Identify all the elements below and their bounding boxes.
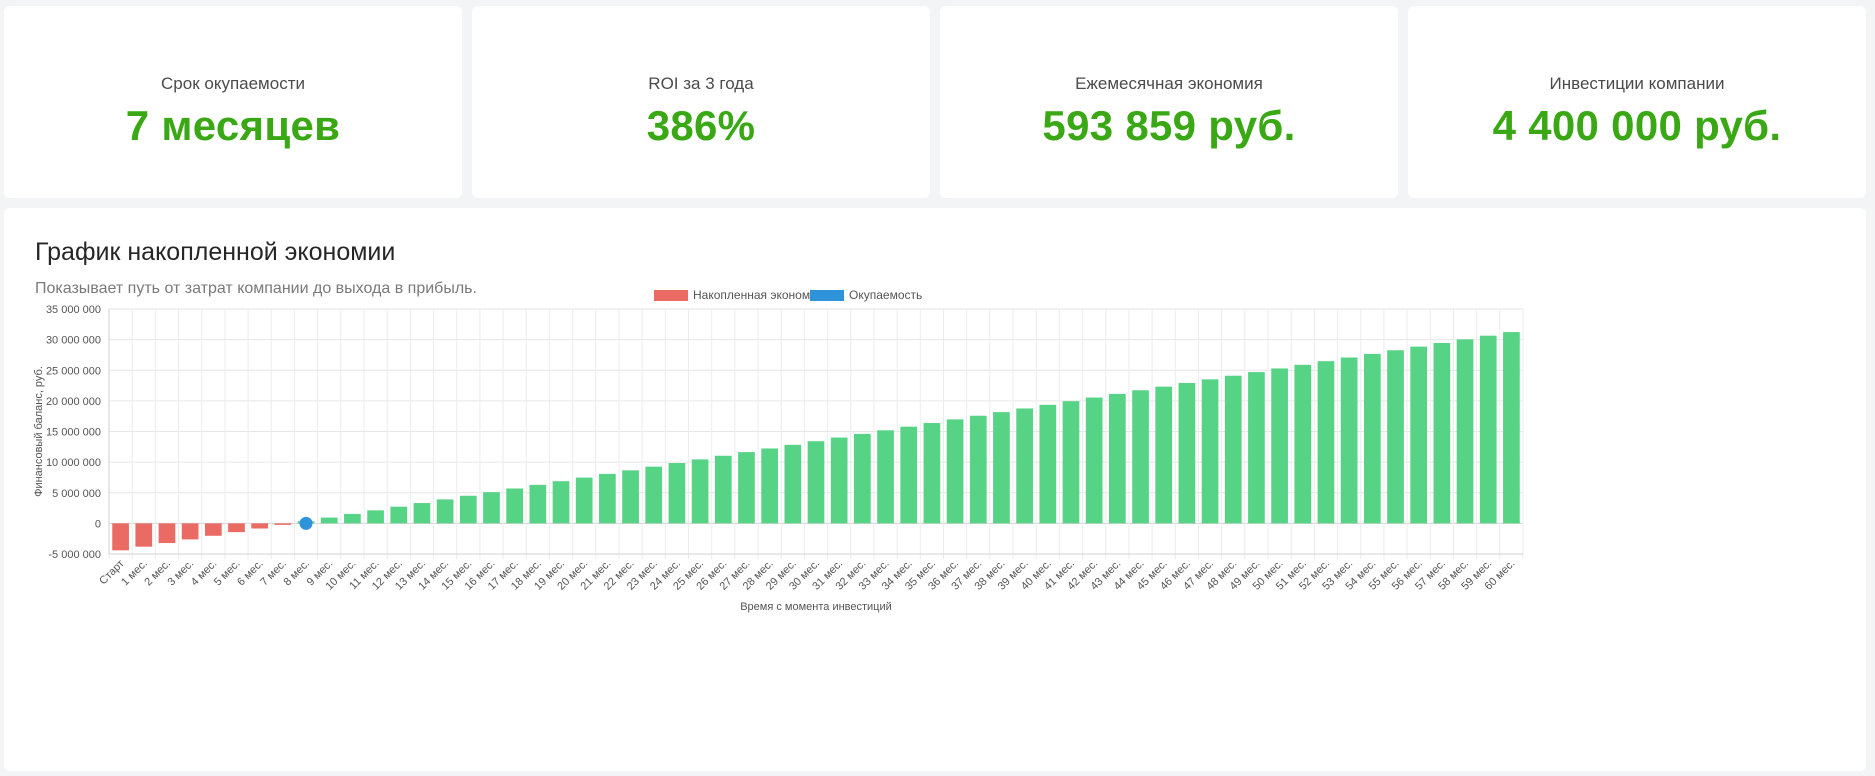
bar (274, 523, 292, 525)
bar (877, 430, 894, 524)
savings-chart: -5 000 000 0 5 000 000 10 000 000 15 000 000… (33, 288, 1524, 613)
kpi-card-payback: Срок окупаемости 7 месяцев (4, 6, 462, 198)
y-axis-title: Финансовый баланс, руб. (33, 366, 45, 497)
bar (575, 477, 593, 524)
bar (1456, 339, 1474, 524)
y-tick-label: 0 (95, 518, 101, 530)
kpi-label: Срок окупаемости (161, 74, 305, 93)
bar (483, 492, 500, 524)
bar (251, 523, 269, 529)
bar (807, 441, 825, 524)
bar (1178, 383, 1196, 524)
bar (1271, 368, 1288, 524)
bar (691, 459, 709, 524)
bar (854, 433, 871, 524)
bar (946, 419, 964, 524)
bar (158, 523, 176, 544)
bar (1317, 361, 1335, 524)
y-tick-label: 35 000 000 (46, 304, 101, 316)
legend-label-savings: Накопленная экономия (693, 288, 823, 302)
bar (320, 517, 338, 524)
bar (1387, 350, 1404, 524)
kpi-value: 4 400 000 руб. (1492, 102, 1782, 149)
bar (969, 415, 987, 524)
bar (1108, 393, 1126, 524)
bar (390, 506, 408, 524)
bar (204, 523, 222, 536)
bar (1016, 408, 1033, 524)
bar (900, 426, 918, 524)
bar (506, 488, 524, 524)
bar (459, 495, 477, 524)
bar (830, 437, 848, 524)
bar (1248, 372, 1265, 524)
bar (645, 466, 663, 524)
bar (1039, 404, 1057, 524)
y-tick-label: -5 000 000 (48, 549, 101, 561)
bar (344, 513, 361, 524)
kpi-value: 386% (646, 102, 756, 149)
bar (1201, 379, 1219, 524)
bar (1503, 332, 1520, 524)
kpi-label: ROI за 3 года (648, 74, 754, 93)
bar (1224, 375, 1242, 524)
bar (714, 455, 732, 524)
bar (1433, 342, 1451, 524)
kpi-value: 7 месяцев (125, 102, 341, 149)
bar (112, 523, 129, 551)
bar (1294, 364, 1312, 524)
chart-subtitle: Показывает путь от затрат компании до вы… (35, 280, 477, 297)
legend-swatch-payback (810, 290, 844, 301)
kpi-card-roi: ROI за 3 года 386% (472, 6, 930, 198)
chart-card: График накопленной экономии Показывает п… (4, 208, 1866, 771)
kpi-label: Инвестиции компании (1549, 74, 1725, 93)
bar (552, 481, 570, 524)
y-tick-label: 10 000 000 (46, 457, 101, 469)
bar (761, 448, 778, 524)
bar (367, 510, 384, 524)
x-axis-title: Время с момента инвестиций (740, 601, 892, 613)
bar (923, 423, 941, 524)
bar (668, 463, 686, 524)
bar (413, 503, 431, 524)
bar (1062, 401, 1080, 524)
y-tick-label: 5 000 000 (52, 488, 101, 500)
bar (529, 484, 547, 524)
bar (135, 523, 153, 547)
bar (993, 412, 1010, 524)
bar (738, 452, 755, 524)
kpi-label: Ежемесячная экономия (1075, 74, 1263, 93)
bar (1410, 346, 1428, 524)
kpi-card-monthly-savings: Ежемесячная экономия 593 859 руб. (940, 6, 1398, 198)
y-tick-label: 25 000 000 (46, 365, 101, 377)
bar (622, 470, 639, 524)
bar (1363, 353, 1381, 524)
chart-title: График накопленной экономии (35, 238, 396, 266)
bar (1085, 397, 1103, 524)
bar (1155, 386, 1173, 524)
y-tick-label: 15 000 000 (46, 427, 101, 439)
kpi-card-investment: Инвестиции компании 4 400 000 руб. (1408, 6, 1866, 198)
payback-point (299, 516, 313, 530)
bar (599, 473, 616, 524)
bar (181, 523, 199, 540)
bar (1340, 357, 1358, 524)
bar (436, 499, 454, 524)
bar (1479, 335, 1497, 524)
bar (1132, 390, 1149, 524)
legend-swatch-savings (654, 290, 688, 301)
bar (784, 444, 802, 524)
legend-label-payback: Окупаемость (849, 288, 922, 302)
kpi-value: 593 859 руб. (1042, 102, 1296, 149)
y-tick-label: 30 000 000 (46, 335, 101, 347)
y-tick-label: 20 000 000 (46, 396, 101, 408)
bar (228, 523, 245, 533)
